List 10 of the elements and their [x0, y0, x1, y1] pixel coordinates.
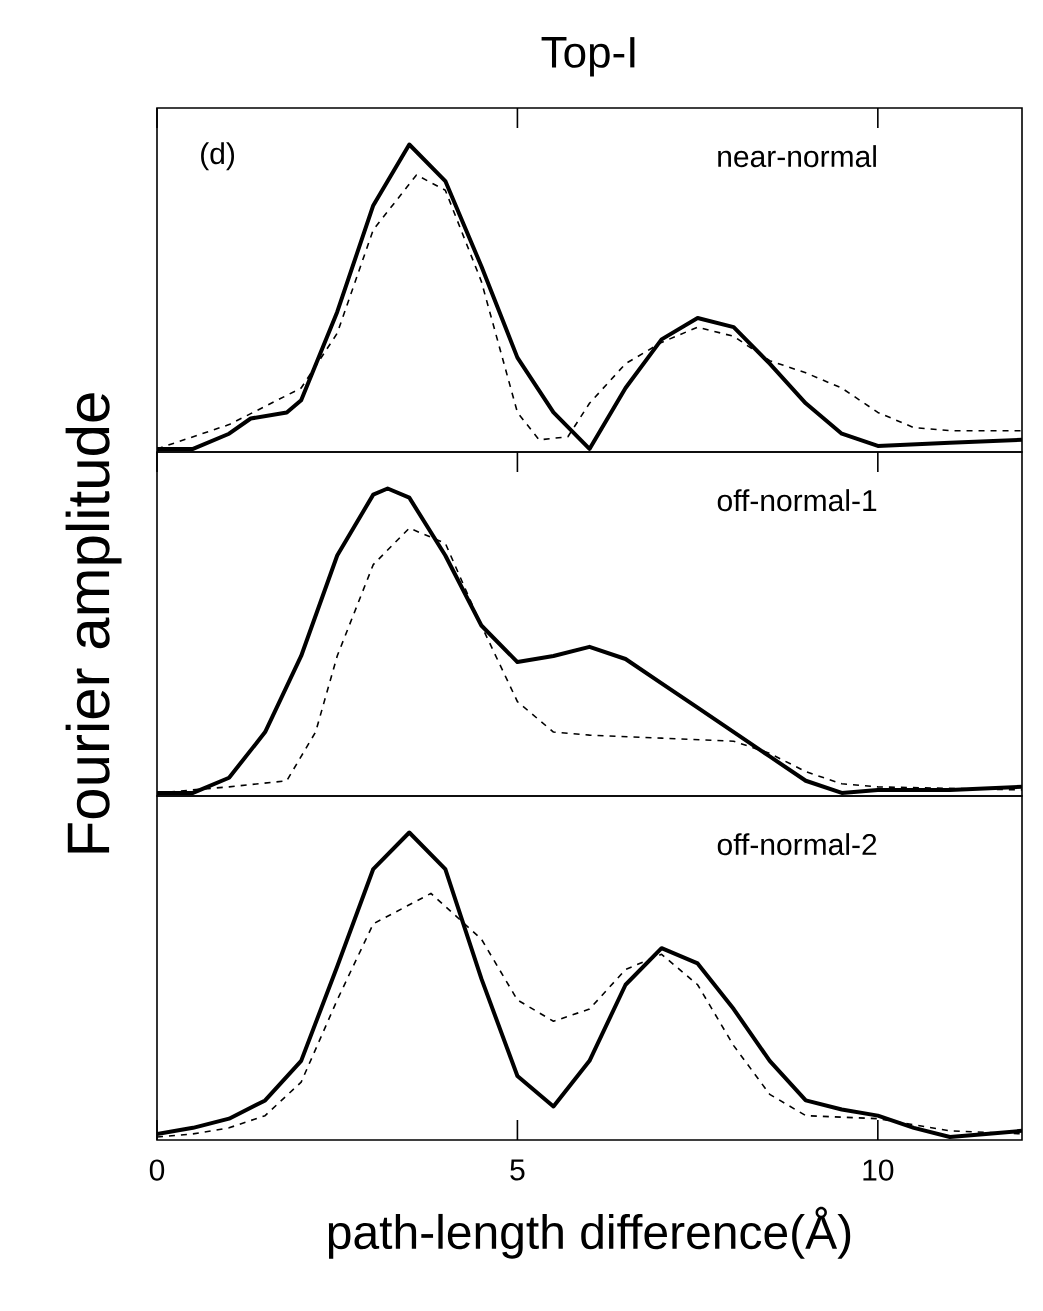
- x-tick-label: 0: [149, 1159, 165, 1181]
- annotation: off-normal-2: [717, 833, 877, 856]
- chart-title: Top-I: [541, 37, 635, 77]
- x-axis-title: path-length difference(Å): [328, 1206, 851, 1259]
- annotation: off-normal-1: [717, 489, 877, 512]
- y-axis-title: Fourier amplitude: [65, 393, 122, 853]
- annotation: near-normal: [718, 145, 876, 168]
- x-tick-label: 10: [863, 1159, 894, 1181]
- x-tick-label: 5: [510, 1159, 525, 1181]
- annotation: (d): [201, 142, 235, 171]
